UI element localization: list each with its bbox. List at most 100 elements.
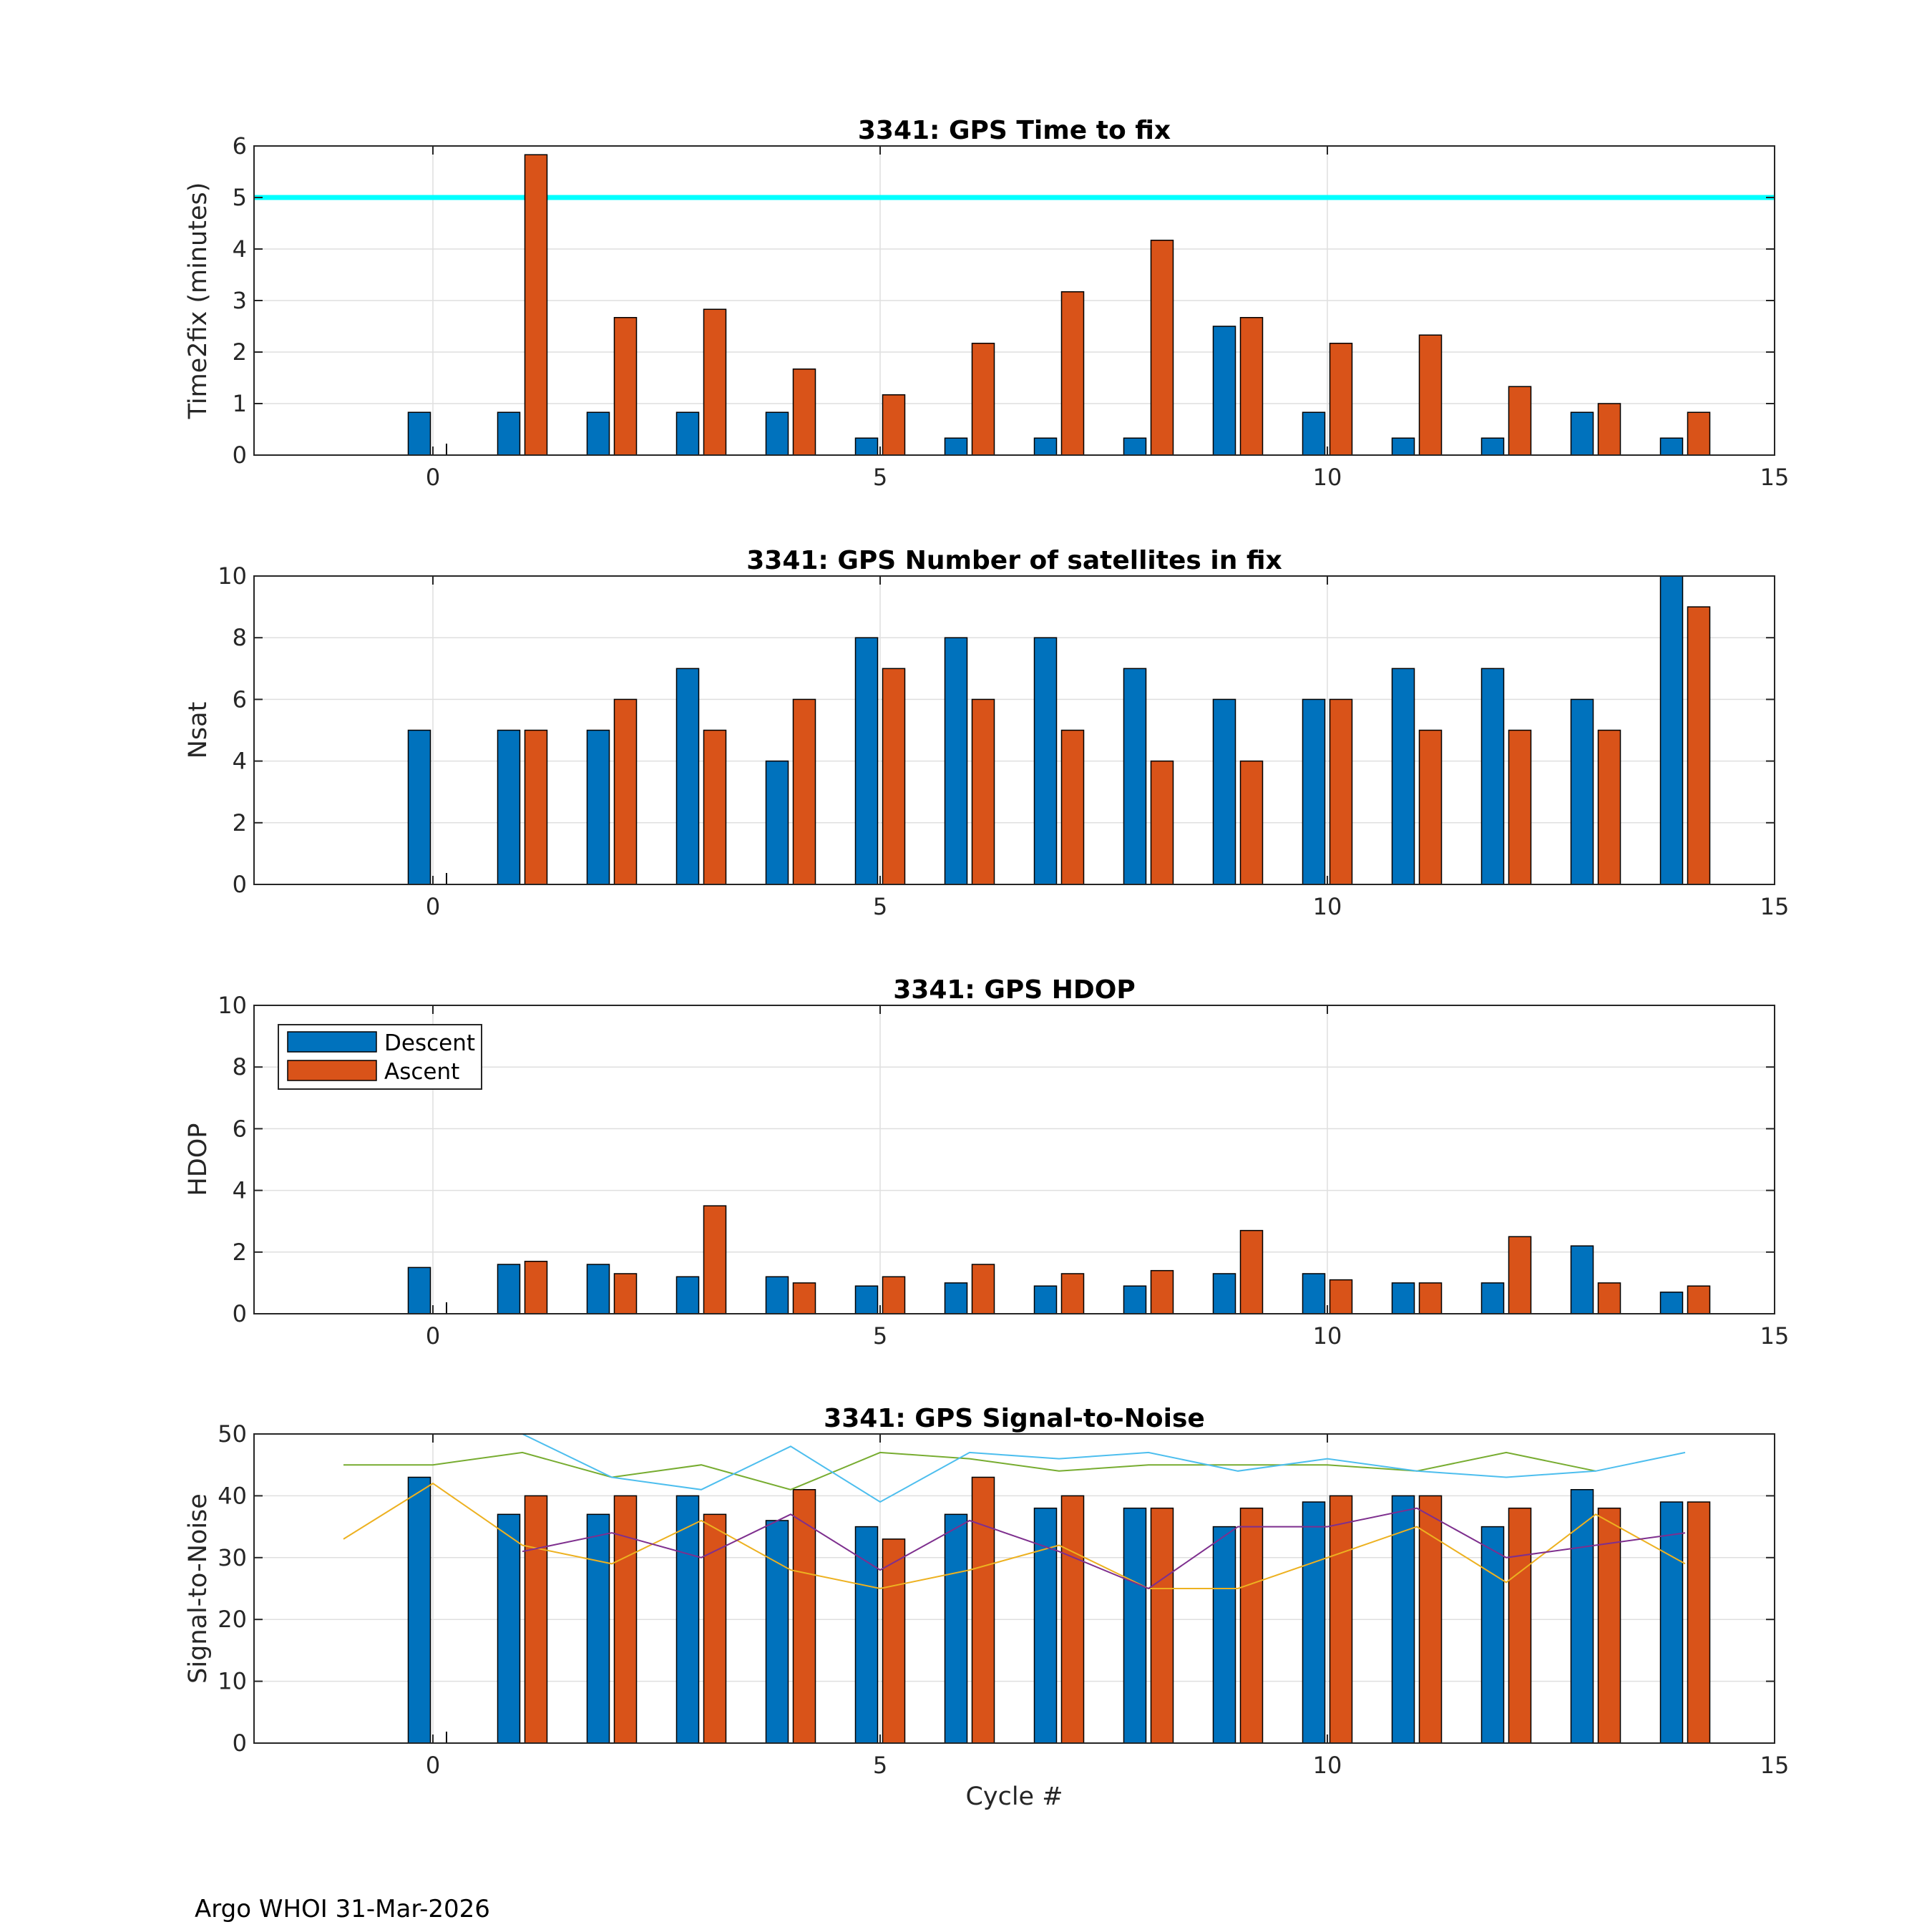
descent-bar — [497, 411, 521, 456]
ascent-bar — [524, 1495, 548, 1744]
ascent-bar — [1150, 1269, 1174, 1314]
descent-bar — [854, 637, 879, 885]
legend-ascent-swatch — [287, 1060, 377, 1081]
y-axis-label: HDOP — [184, 1123, 213, 1196]
ascent-bar — [524, 729, 548, 885]
descent-bar — [1659, 1292, 1684, 1314]
ascent-bar — [703, 1513, 727, 1744]
descent-bar — [1302, 411, 1326, 456]
ascent-bar — [703, 1205, 727, 1314]
descent-bar — [854, 1285, 879, 1314]
descent-bar — [1212, 326, 1236, 456]
ascent-bar — [1239, 1229, 1264, 1314]
ascent-bar — [971, 343, 995, 456]
descent-bar — [1123, 1285, 1147, 1314]
descent-bar — [407, 729, 431, 885]
y-tick-label: 2 — [233, 809, 247, 836]
descent-bar — [586, 411, 610, 456]
axes-box — [253, 1005, 1775, 1314]
chart-panel-2: 0 5 10 15 0 2 4 6 8 10 3341: GPS Number of satelli… — [184, 546, 1789, 920]
descent-bar — [675, 411, 700, 456]
axes-box — [253, 575, 1775, 885]
ascent-bar — [613, 1495, 638, 1744]
ascent-bar — [613, 698, 638, 885]
ascent-bar — [1418, 1282, 1443, 1314]
x-tick-label: 0 — [426, 1322, 440, 1350]
x-tick-label: 0 — [426, 893, 440, 920]
y-tick-label: 6 — [233, 132, 247, 160]
y-tick-label: 8 — [233, 1053, 247, 1080]
descent-bar — [675, 668, 700, 885]
ascent-bar — [1597, 1282, 1621, 1314]
descent-bar — [1570, 698, 1594, 885]
y-tick-label: 0 — [233, 1300, 247, 1327]
x-tick-label: 0 — [426, 1752, 440, 1779]
descent-bar — [1212, 1273, 1236, 1314]
descent-bar — [1123, 668, 1147, 885]
descent-bar — [407, 1476, 431, 1744]
chart-title: 3341: GPS Signal-to-Noise — [824, 1404, 1205, 1433]
descent-bar — [944, 437, 968, 456]
y-tick-label: 3 — [233, 287, 247, 314]
descent-bar — [1570, 1489, 1594, 1744]
descent-bar — [586, 1513, 610, 1744]
descent-bar — [765, 1276, 789, 1314]
ascent-bar — [703, 729, 727, 885]
descent-bar — [765, 411, 789, 456]
descent-bar — [1033, 1285, 1058, 1314]
legend-descent-swatch — [287, 1031, 377, 1053]
ascent-bar — [882, 668, 906, 885]
y-tick-label: 50 — [218, 1420, 247, 1448]
ascent-bar — [1418, 729, 1443, 885]
descent-bar — [944, 1513, 968, 1744]
y-tick-label: 8 — [233, 624, 247, 651]
descent-bar — [1123, 437, 1147, 456]
descent-bar — [1659, 575, 1684, 885]
descent-bar — [407, 1267, 431, 1314]
ascent-bar — [792, 698, 816, 885]
chart-panel-4: 0 5 10 15 0 10 20 30 40 50 3341: GPS Signal-to-Noi… — [184, 1404, 1789, 1811]
ascent-bar — [1329, 343, 1353, 456]
descent-bar — [1570, 411, 1594, 456]
ascent-bar — [1418, 1495, 1443, 1744]
y-tick-label: 20 — [218, 1606, 247, 1633]
x-tick-label: 10 — [1313, 464, 1342, 491]
x-tick-label: 10 — [1313, 893, 1342, 920]
ascent-bar — [882, 1538, 906, 1744]
descent-bar — [1302, 698, 1326, 885]
descent-bar — [497, 1513, 521, 1744]
y-axis-label: Signal-to-Noise — [184, 1493, 213, 1684]
y-tick-label: 2 — [233, 1239, 247, 1266]
descent-bar — [765, 1520, 789, 1744]
ascent-bar — [792, 369, 816, 456]
snr-line-2 — [522, 1434, 1686, 1503]
ascent-bar — [1508, 386, 1532, 456]
ascent-bar — [1508, 1507, 1532, 1744]
descent-bar — [586, 1264, 610, 1314]
plot-area — [254, 576, 1775, 884]
ascent-bar — [1150, 1507, 1174, 1744]
descent-bar — [1391, 1495, 1415, 1744]
ascent-bar — [1329, 698, 1353, 885]
ascent-bar — [1687, 606, 1711, 885]
ascent-bar — [1239, 760, 1264, 885]
y-tick-label: 0 — [233, 441, 247, 469]
ascent-bar — [1150, 760, 1174, 885]
y-tick-label: 10 — [218, 992, 247, 1019]
snr-line-3 — [343, 1482, 1686, 1590]
ascent-bar — [524, 154, 548, 456]
chart-panel-3: 0 5 10 15 0 2 4 6 8 10 3341: GPS HDOP HDOP Descent As… — [184, 975, 1789, 1350]
y-tick-label: 0 — [233, 1729, 247, 1757]
chart-title: 3341: GPS Time to fix — [858, 116, 1171, 145]
descent-bar — [586, 729, 610, 885]
descent-bar — [1123, 1507, 1147, 1744]
y-tick-label: 5 — [233, 184, 247, 211]
ascent-bar — [1150, 240, 1174, 456]
descent-bar — [497, 1264, 521, 1314]
y-tick-label: 6 — [233, 1115, 247, 1142]
descent-bar — [854, 1526, 879, 1744]
y-tick-label: 1 — [233, 390, 247, 417]
chart-panel-1: 0 5 10 15 0 1 2 3 4 5 6 3341: GPS Time to fix Time2f… — [184, 116, 1789, 491]
y-tick-label: 4 — [233, 748, 247, 775]
